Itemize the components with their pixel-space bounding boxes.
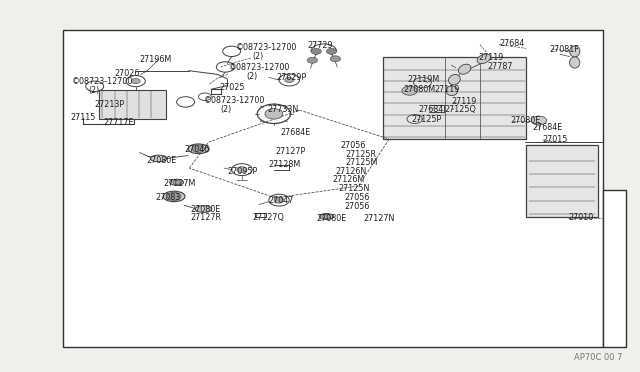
- Text: 27127R: 27127R: [191, 213, 221, 222]
- Text: 27115: 27115: [70, 113, 96, 122]
- Text: 27733N: 27733N: [268, 105, 299, 114]
- Bar: [383, 57, 526, 139]
- Text: 27684: 27684: [499, 39, 524, 48]
- Text: 27125P: 27125P: [411, 115, 441, 124]
- Text: 27128M: 27128M: [269, 160, 301, 169]
- Text: 27196M: 27196M: [140, 55, 172, 64]
- Text: 27126N: 27126N: [335, 167, 367, 176]
- Text: 27080M: 27080M: [403, 85, 435, 94]
- Text: 27684E: 27684E: [532, 124, 563, 132]
- Text: 27047: 27047: [269, 196, 294, 205]
- Ellipse shape: [477, 54, 490, 64]
- Text: 27684: 27684: [419, 105, 444, 114]
- Text: 27056: 27056: [344, 202, 370, 211]
- Text: 27629P: 27629P: [276, 73, 307, 82]
- Circle shape: [531, 116, 547, 125]
- Text: 27119: 27119: [452, 97, 477, 106]
- Text: 27056: 27056: [340, 141, 366, 150]
- Ellipse shape: [170, 179, 184, 185]
- Ellipse shape: [570, 57, 580, 68]
- Bar: [63, 30, 603, 347]
- Text: 27056: 27056: [344, 193, 370, 202]
- Ellipse shape: [150, 155, 167, 162]
- Circle shape: [323, 214, 330, 219]
- Text: 27026: 27026: [114, 69, 140, 78]
- Text: 27125R: 27125R: [346, 150, 376, 159]
- Bar: [603, 190, 626, 347]
- Text: ©08723-12700: ©08723-12700: [229, 63, 291, 72]
- Text: 27010: 27010: [568, 214, 593, 222]
- Ellipse shape: [449, 74, 460, 85]
- Circle shape: [237, 167, 247, 173]
- Text: 27127M: 27127M: [164, 179, 196, 187]
- Circle shape: [131, 78, 140, 84]
- Text: 27081F: 27081F: [549, 45, 579, 54]
- Text: 27025: 27025: [219, 83, 244, 92]
- Circle shape: [167, 192, 181, 201]
- Ellipse shape: [163, 191, 185, 202]
- Text: 27046: 27046: [184, 145, 209, 154]
- Ellipse shape: [195, 206, 212, 212]
- Circle shape: [402, 86, 417, 95]
- Text: 27213P: 27213P: [95, 100, 125, 109]
- Text: 27119M: 27119M: [407, 75, 439, 84]
- Text: 27127N: 27127N: [364, 214, 395, 223]
- Text: (2): (2): [253, 52, 264, 61]
- Text: 27125N: 27125N: [338, 184, 369, 193]
- Circle shape: [285, 77, 294, 83]
- Ellipse shape: [446, 86, 458, 96]
- Text: 27684E: 27684E: [280, 128, 310, 137]
- Text: (2): (2): [88, 86, 100, 95]
- Text: ©08723-12700: ©08723-12700: [204, 96, 265, 105]
- Text: (2): (2): [246, 72, 258, 81]
- Text: 27717E: 27717E: [104, 118, 134, 126]
- Circle shape: [311, 48, 321, 54]
- Text: 27126M: 27126M: [333, 175, 365, 184]
- Text: 27083: 27083: [155, 193, 180, 202]
- Ellipse shape: [188, 144, 209, 154]
- Text: 27080E: 27080E: [191, 205, 221, 214]
- Text: 27127Q: 27127Q: [252, 214, 284, 222]
- Text: ©08723-12700: ©08723-12700: [236, 43, 297, 52]
- Text: 27119: 27119: [479, 53, 504, 62]
- Bar: [99, 90, 166, 119]
- Circle shape: [307, 57, 317, 63]
- Text: 27787: 27787: [488, 62, 513, 71]
- Circle shape: [330, 56, 340, 62]
- Text: 27080E: 27080E: [146, 156, 176, 165]
- Circle shape: [326, 48, 337, 54]
- Circle shape: [173, 180, 180, 185]
- Text: 27080E: 27080E: [511, 116, 541, 125]
- Ellipse shape: [319, 214, 333, 219]
- Text: (2): (2): [221, 105, 232, 114]
- Text: 27119: 27119: [434, 85, 460, 94]
- Circle shape: [192, 145, 205, 153]
- Text: AP70C 00 7: AP70C 00 7: [573, 353, 622, 362]
- Text: 27095P: 27095P: [228, 167, 258, 176]
- Circle shape: [265, 109, 283, 119]
- Text: 27015: 27015: [543, 135, 568, 144]
- Text: 27127P: 27127P: [275, 147, 305, 156]
- Text: 27125M: 27125M: [346, 158, 378, 167]
- Ellipse shape: [458, 64, 471, 74]
- Text: 27080E: 27080E: [316, 214, 346, 223]
- Bar: [526, 145, 598, 217]
- Text: 27729: 27729: [307, 41, 333, 50]
- Text: 27125Q: 27125Q: [444, 105, 476, 114]
- Text: ©08723-12700: ©08723-12700: [72, 77, 133, 86]
- Ellipse shape: [570, 46, 580, 57]
- Circle shape: [274, 197, 284, 203]
